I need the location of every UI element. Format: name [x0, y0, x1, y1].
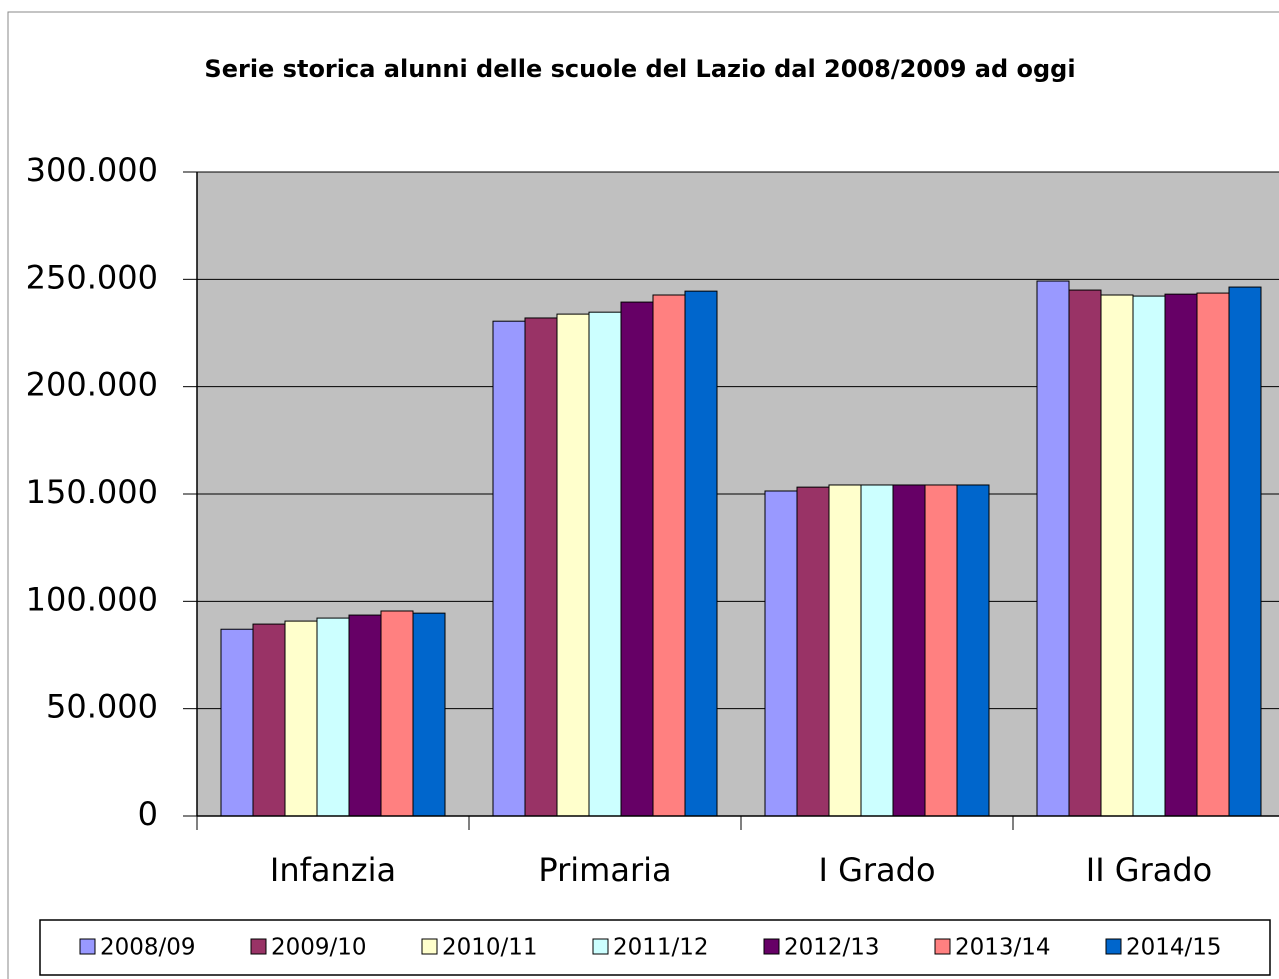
chart-title: Serie storica alunni delle scuole del La… [204, 55, 1075, 83]
bar [828, 484, 862, 817]
legend-swatch [250, 938, 267, 955]
legend-label: 2011/12 [613, 935, 709, 961]
legend-swatch [934, 938, 951, 955]
legend-swatch [763, 938, 780, 955]
x-tick-label: Primaria [538, 851, 671, 889]
x-tick-label: I Grado [818, 851, 935, 889]
legend-swatch [592, 938, 609, 955]
x-tick-label: Infanzia [270, 851, 396, 889]
y-tick-label: 300.000 [26, 151, 158, 189]
x-tick-label: II Grado [1086, 851, 1213, 889]
bar [588, 311, 622, 817]
bar [252, 623, 286, 817]
y-tick-label: 250.000 [26, 258, 158, 296]
legend [39, 919, 1271, 976]
bar [1100, 294, 1134, 817]
bar [1068, 289, 1102, 817]
bar [1228, 286, 1262, 817]
bar [220, 628, 254, 817]
chart-frame [7, 11, 1279, 979]
legend-label: 2008/09 [100, 935, 196, 961]
legend-label: 2014/15 [1126, 935, 1222, 961]
legend-label: 2010/11 [442, 935, 538, 961]
bar [620, 301, 654, 817]
bar [380, 610, 414, 817]
bar [924, 484, 958, 817]
y-tick-label: 200.000 [26, 366, 158, 404]
legend-swatch [79, 938, 96, 955]
bar [796, 486, 830, 817]
legend-swatch [421, 938, 438, 955]
legend-label: 2012/13 [784, 935, 880, 961]
y-tick-label: 50.000 [46, 688, 158, 726]
y-tick-label: 100.000 [26, 580, 158, 618]
bar [556, 313, 590, 817]
bar [1036, 280, 1070, 817]
bar [652, 294, 686, 817]
legend-label: 2009/10 [271, 935, 367, 961]
bar [492, 320, 526, 817]
bar [316, 617, 350, 817]
y-tick-label: 0 [138, 795, 158, 833]
bar [524, 317, 558, 817]
bar [1164, 293, 1198, 817]
y-tick-label: 150.000 [26, 473, 158, 511]
bar [684, 290, 718, 817]
bar [348, 614, 382, 817]
bar [412, 612, 446, 817]
bar [764, 490, 798, 817]
bar [956, 484, 990, 817]
bar [1196, 292, 1230, 817]
legend-label: 2013/14 [955, 935, 1051, 961]
legend-swatch [1105, 938, 1122, 955]
bar [1132, 295, 1166, 817]
bar [860, 484, 894, 817]
bar [284, 620, 318, 817]
bar [892, 484, 926, 817]
